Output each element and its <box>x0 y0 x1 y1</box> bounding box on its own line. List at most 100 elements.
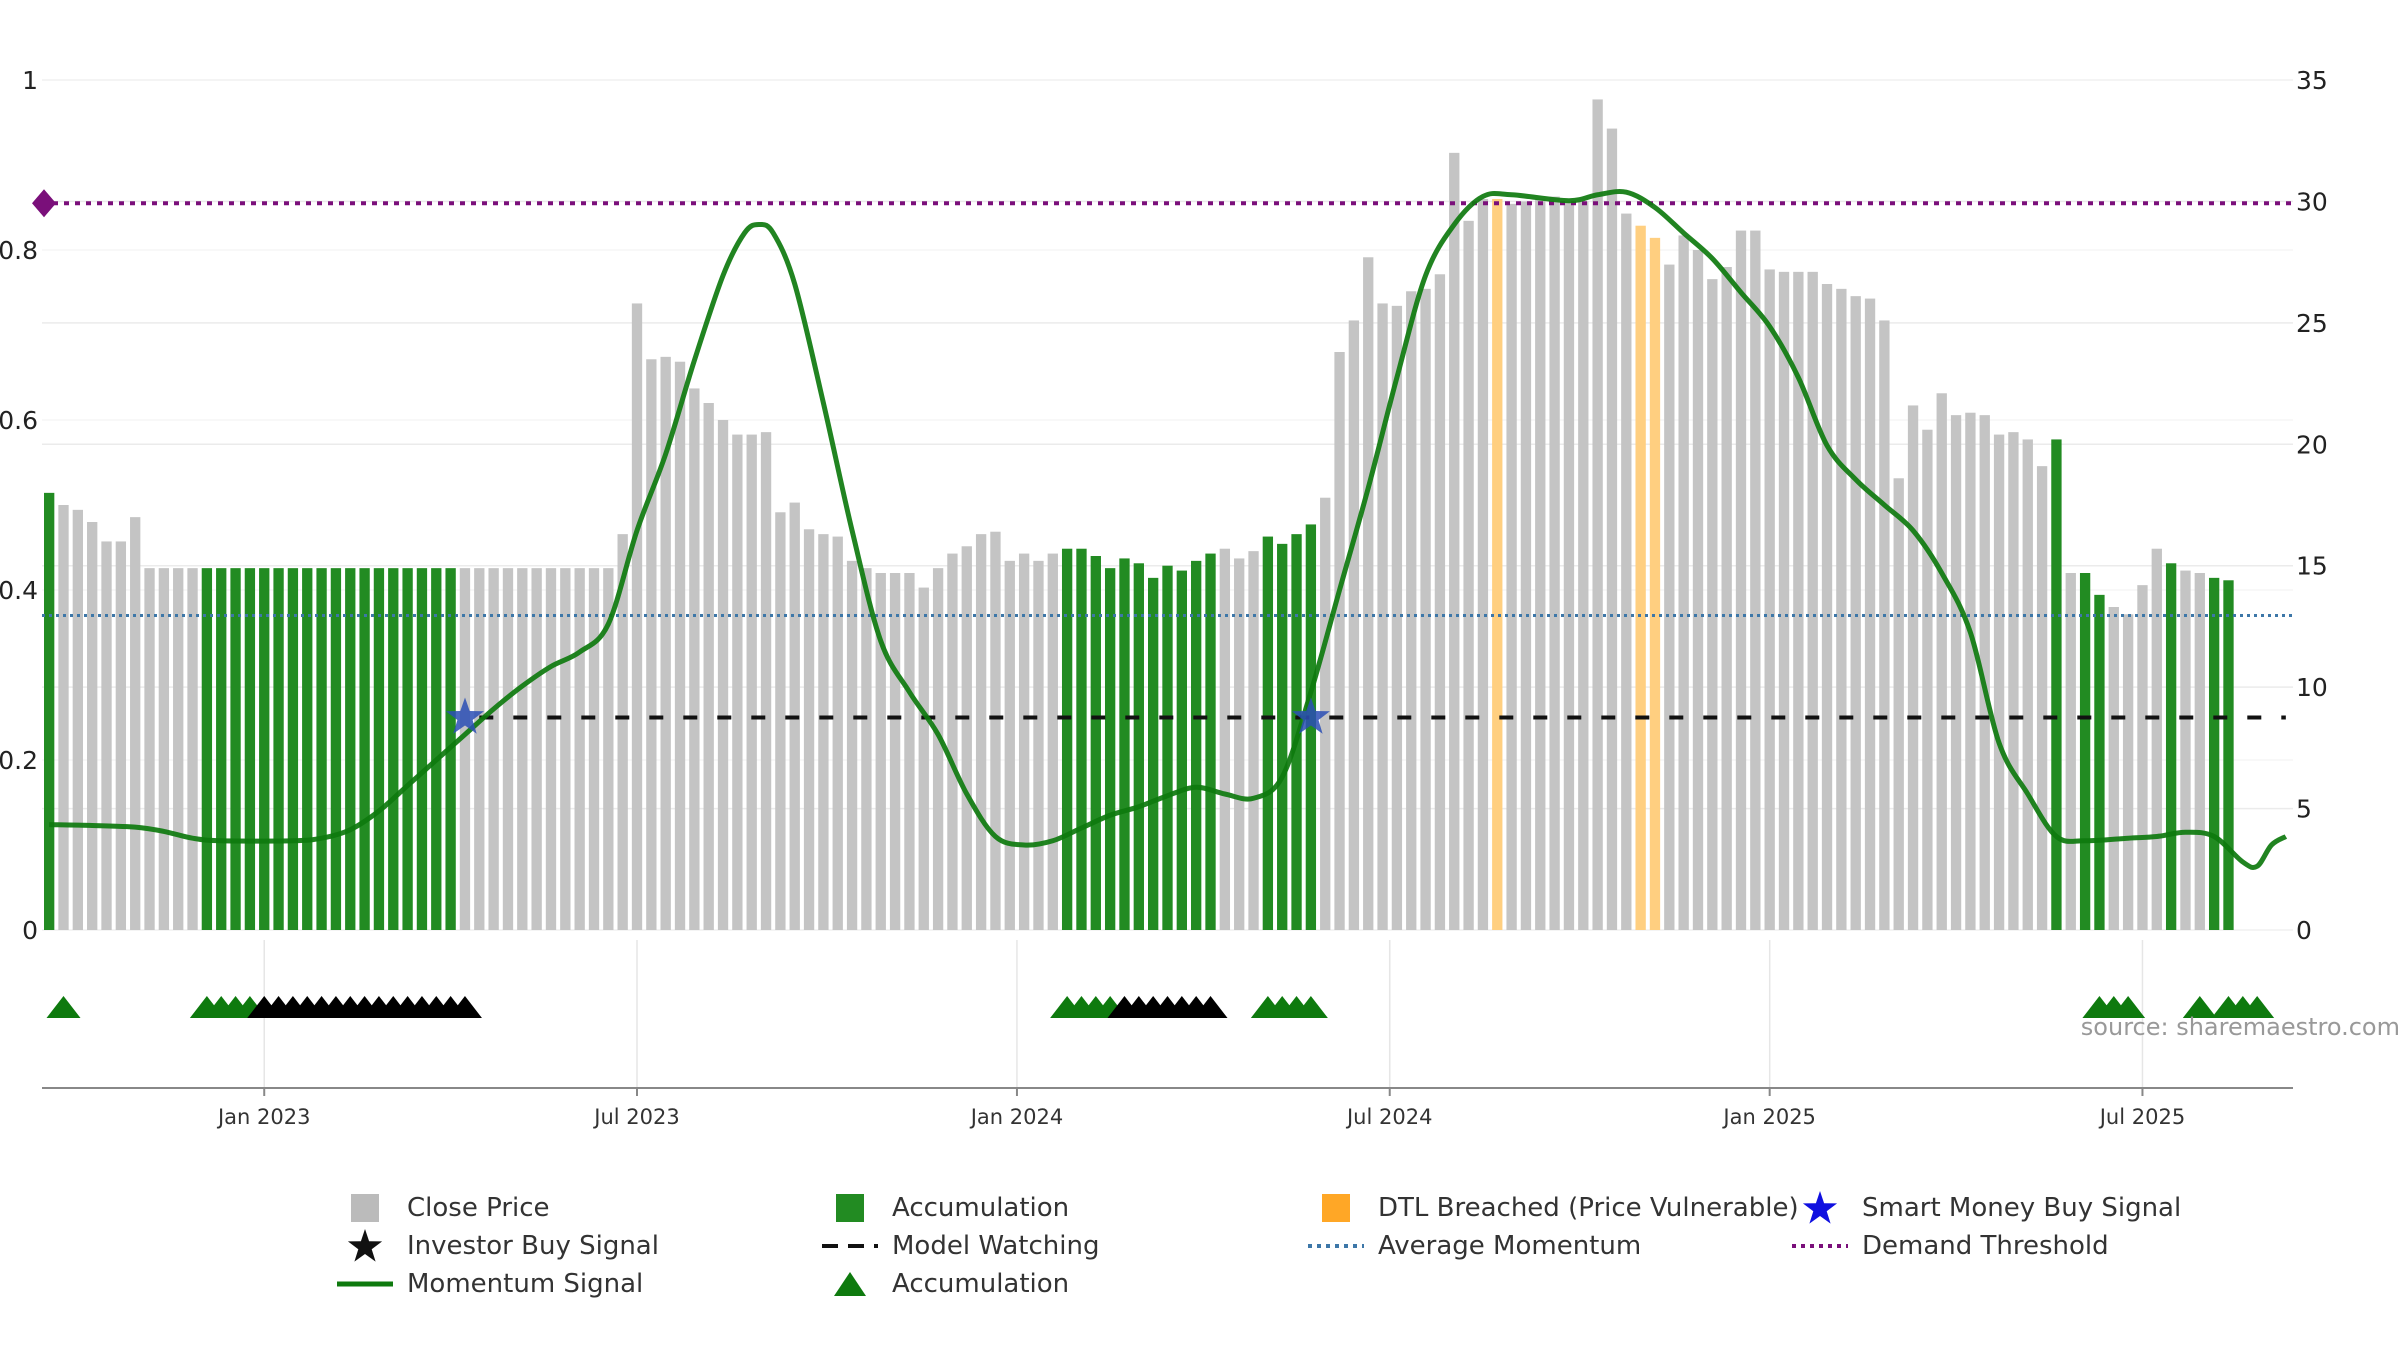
close-price-bar <box>818 534 829 930</box>
close-price-bar <box>144 568 155 930</box>
accumulation-triangle <box>1293 996 1328 1018</box>
right-axis-tick-label: 5 <box>2296 795 2312 824</box>
right-axis-tick-label: 15 <box>2296 552 2328 581</box>
accumulation-bar <box>216 568 227 930</box>
close-price-bar <box>717 420 729 930</box>
legend-item: Accumulation <box>820 1190 1069 1226</box>
close-price-bar <box>1477 199 1489 930</box>
close-price-bar <box>130 517 141 930</box>
accumulation-bar <box>1262 536 1274 930</box>
close-price-bar <box>760 432 772 930</box>
close-price-bar <box>1506 203 1517 930</box>
legend-label: Investor Buy Signal <box>407 1231 659 1261</box>
accumulation-bar <box>201 568 213 930</box>
legend-item: Average Momentum <box>1306 1228 1641 1264</box>
close-price-bar <box>1922 429 1933 930</box>
legend-swatch-icon <box>1790 1190 1850 1226</box>
close-price-bar <box>1348 320 1360 930</box>
close-price-bar <box>1248 551 1259 930</box>
close-price-bar <box>545 568 557 930</box>
accumulation-bar <box>345 568 356 930</box>
close-price-bar <box>732 434 743 930</box>
dtl-breached-bar <box>1635 225 1646 930</box>
close-price-bar <box>1721 267 1732 930</box>
close-price-bar <box>1449 152 1460 930</box>
legend-label: Average Momentum <box>1378 1231 1642 1261</box>
close-price-bar <box>832 536 843 930</box>
legend-swatch-icon <box>335 1190 395 1226</box>
close-price-bar <box>1850 296 1861 931</box>
right-axis-tick-label: 35 <box>2296 66 2328 95</box>
left-axis-tick-label: 1 <box>22 66 38 95</box>
dtl-breached-bar <box>1649 237 1661 930</box>
accumulation-bar <box>2223 580 2234 930</box>
close-price-bar <box>2065 573 2076 930</box>
accumulation-triangle <box>46 996 81 1018</box>
close-price-bar <box>1678 235 1689 930</box>
close-price-bar <box>2180 570 2191 930</box>
close-price-bar <box>975 534 987 930</box>
accumulation-bar <box>230 568 241 930</box>
legend-swatch-icon <box>820 1266 880 1302</box>
demand-threshold-marker <box>32 189 56 218</box>
accumulation-bar <box>302 568 313 930</box>
close-price-bar <box>2108 607 2119 930</box>
close-price-bar <box>115 541 127 930</box>
close-price-bar <box>1592 99 1603 930</box>
close-price-bar <box>588 568 600 930</box>
x-axis-tick-label: Jan 2025 <box>1721 1105 1816 1129</box>
accumulation-bar <box>1162 565 1173 930</box>
x-axis-tick-label: Jul 2023 <box>592 1105 679 1129</box>
right-axis-tick-label: 30 <box>2296 187 2328 216</box>
close-price-bar <box>87 522 98 930</box>
left-axis-tick-label: 0.8 <box>0 236 38 265</box>
legend-label: Momentum Signal <box>407 1269 644 1299</box>
close-price-bar <box>918 587 929 930</box>
x-axis-tick-label: Jul 2025 <box>2098 1105 2185 1129</box>
close-price-bar <box>474 568 485 930</box>
legend-item: Momentum Signal <box>335 1266 643 1302</box>
legend-item: Demand Threshold <box>1790 1228 2109 1264</box>
accumulation-bar <box>1061 548 1073 930</box>
close-price-bar <box>1965 412 1976 930</box>
legend-item: Smart Money Buy Signal <box>1790 1190 2181 1226</box>
close-price-bar <box>1979 415 1990 931</box>
accumulation-bar <box>416 568 428 930</box>
close-price-bar <box>1664 264 1675 931</box>
close-price-bar <box>1033 560 1044 930</box>
close-price-bar <box>2194 573 2205 930</box>
legend-label: Close Price <box>407 1193 550 1223</box>
close-price-bar <box>904 573 915 930</box>
close-price-bar <box>1234 558 1245 930</box>
left-axis-tick-label: 0.4 <box>0 576 38 605</box>
close-price-bar <box>1219 548 1231 930</box>
close-price-bar <box>1879 320 1890 930</box>
close-price-bar <box>775 512 786 930</box>
close-price-bar <box>502 568 514 930</box>
x-axis-tick-label: Jul 2024 <box>1345 1105 1432 1129</box>
close-price-bar <box>875 573 886 930</box>
close-price-bar <box>1563 201 1575 930</box>
close-price-bar <box>1936 393 1947 930</box>
close-price-bar <box>574 568 585 930</box>
close-price-bar <box>1836 288 1847 930</box>
close-price-bar <box>1807 271 1818 930</box>
close-price-bar <box>1377 303 1388 930</box>
close-price-bar <box>72 509 84 930</box>
close-price-bar <box>617 534 628 930</box>
close-price-bar <box>1735 230 1747 931</box>
close-price-bar <box>803 529 815 930</box>
indicator-lines <box>32 189 2293 870</box>
close-price-bar <box>1463 220 1474 930</box>
legend-item: DTL Breached (Price Vulnerable) <box>1306 1190 1799 1226</box>
close-price-bar <box>531 568 542 930</box>
accumulation-bar <box>1305 524 1317 930</box>
close-price-bar <box>1707 279 1718 931</box>
close-price-bar <box>1793 271 1804 930</box>
accumulation-bar <box>1277 543 1288 930</box>
accumulation-bar <box>2079 573 2091 930</box>
accumulation-bar <box>1176 570 1187 930</box>
close-price-bar <box>158 568 170 930</box>
